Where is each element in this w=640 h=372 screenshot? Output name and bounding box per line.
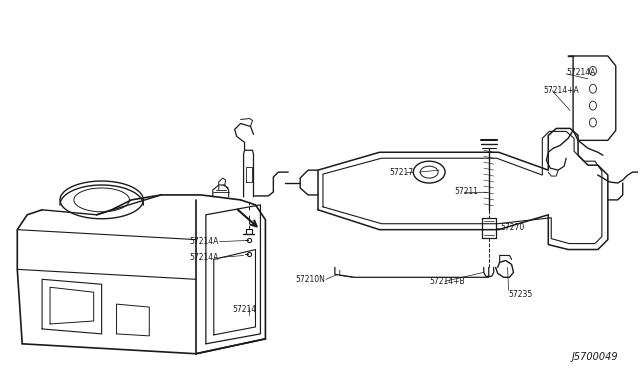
Text: 57211: 57211: [454, 187, 478, 196]
Text: J5700049: J5700049: [571, 352, 618, 362]
Text: 57214+A: 57214+A: [543, 86, 579, 95]
Text: 57214: 57214: [232, 305, 257, 314]
Text: 57210N: 57210N: [295, 275, 325, 284]
Text: 57270: 57270: [500, 223, 525, 232]
Text: 57217: 57217: [390, 168, 413, 177]
Text: 57214+B: 57214+B: [429, 277, 465, 286]
Text: 57214A: 57214A: [189, 237, 219, 246]
Text: 57235: 57235: [509, 290, 533, 299]
Text: 57214A: 57214A: [566, 68, 596, 77]
Text: 57214A: 57214A: [189, 253, 219, 262]
